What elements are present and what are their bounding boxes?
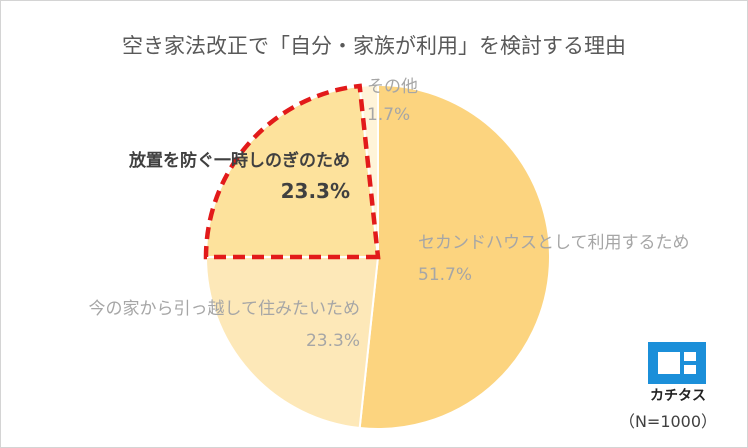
pie-slice	[358, 83, 551, 430]
slice-label-text: 放置を防ぐ一時しのぎのため	[129, 151, 350, 171]
chart-title: 空き家法改正で「自分・家族が利用」を検討する理由	[122, 34, 626, 58]
slice-value-label: 51.7%	[418, 265, 473, 285]
brand-name: カチタス	[650, 388, 706, 404]
pie-slice	[204, 256, 380, 430]
slice-label-move-in: 今の家から引っ越して住みたいため 23.3%	[80, 298, 361, 352]
sample-size-note: （N=1000）	[618, 412, 718, 431]
slice-value-label: 1.7%	[367, 105, 411, 125]
slice-label-temporary: 放置を防ぐ一時しのぎのため 23.3%	[80, 150, 350, 202]
slice-label-text: セカンドハウスとして利用するため	[418, 233, 690, 253]
katitas-logo-icon	[648, 342, 706, 384]
slice-label-text: その他	[367, 77, 418, 97]
slice-value-label: 23.3%	[305, 331, 360, 351]
highlight-outline	[203, 83, 381, 260]
slice-label-other: その他 1.7%	[367, 76, 418, 126]
slice-value-label: 23.3%	[280, 179, 350, 203]
slice-label-second-house: セカンドハウスとして利用するため 51.7%	[418, 232, 690, 286]
slice-label-text: 今の家から引っ越して住みたいため	[88, 299, 361, 319]
